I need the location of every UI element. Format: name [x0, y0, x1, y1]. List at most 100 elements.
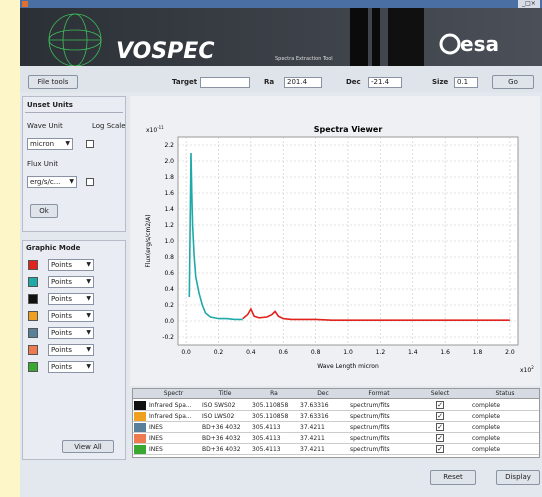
table-cell: complete — [472, 402, 501, 409]
size-input[interactable]: 0.1 — [454, 77, 478, 88]
column-header: Select — [430, 390, 450, 397]
ok-button[interactable]: Ok — [30, 204, 58, 218]
select-checkbox[interactable]: ✓ — [436, 423, 444, 431]
x-multiplier-base: x10 — [520, 367, 531, 374]
display-button[interactable]: Display — [496, 470, 540, 485]
x-multiplier-exp: 2 — [531, 365, 534, 370]
y-tick-label: 1.0 — [164, 238, 174, 245]
wave-select[interactable]: micron — [27, 138, 73, 150]
x-tick-label: 1.2 — [376, 349, 386, 356]
table-cell: ISO SWS02 — [202, 402, 236, 409]
table-cell: Infrared Spa... — [149, 413, 192, 420]
select-checkbox[interactable]: ✓ — [436, 412, 444, 420]
mode-select[interactable]: Points — [48, 310, 94, 322]
select-checkbox[interactable]: ✓ — [436, 445, 444, 453]
x-axis-label: Wave Length micron — [317, 363, 379, 370]
table-row — [133, 411, 539, 422]
mode-select[interactable]: Points — [48, 293, 94, 305]
table-cell: Infrared Spa... — [149, 402, 192, 409]
x-tick-label: 0.4 — [246, 349, 256, 356]
y-tick-label: 0.0 — [164, 318, 174, 325]
table-cell: spectrum/fits — [350, 402, 390, 409]
table-cell: complete — [472, 413, 501, 420]
banner-block — [388, 8, 424, 66]
row-color — [134, 401, 146, 410]
table-cell: complete — [472, 446, 501, 453]
go-button[interactable]: Go — [492, 75, 534, 89]
flux-label: Flux Unit — [27, 160, 59, 168]
row-color — [134, 434, 146, 443]
table-cell: 37.63316 — [300, 413, 329, 420]
y-tick-label: 1.4 — [164, 206, 174, 213]
y-axis-label: Flux(erg/s/cm2/A) — [145, 214, 152, 267]
mode-select[interactable]: Points — [48, 344, 94, 356]
row-color — [134, 445, 146, 454]
select-checkbox[interactable]: ✓ — [436, 434, 444, 442]
y-tick-label: 1.2 — [164, 222, 174, 229]
table-cell: INES — [149, 435, 163, 442]
color-swatch — [28, 345, 38, 355]
plot-title: Spectra Viewer — [314, 125, 383, 134]
agency: esa — [460, 32, 499, 56]
x-tick-label: 0.2 — [214, 349, 224, 356]
table-cell: INES — [149, 446, 163, 453]
size-label: Size — [432, 78, 449, 86]
log-checkbox[interactable] — [86, 140, 94, 148]
x-tick-label: 1.4 — [408, 349, 418, 356]
table-cell: spectrum/fits — [350, 446, 390, 453]
column-header: Ra — [270, 390, 278, 397]
table-cell: 37.4211 — [300, 446, 325, 453]
table-row — [133, 400, 539, 411]
esa-mark — [439, 33, 461, 55]
mode-select[interactable]: Points — [48, 259, 94, 271]
table-cell: spectrum/fits — [350, 424, 390, 431]
ra-input[interactable]: 201.4 — [284, 77, 322, 88]
column-header: Format — [368, 390, 390, 397]
file-button[interactable]: File tools — [28, 75, 78, 89]
dec-label: Dec — [346, 78, 361, 86]
table-cell: 305.110858 — [252, 402, 289, 409]
spectra-table — [132, 388, 540, 458]
x-tick-label: 1.0 — [343, 349, 353, 356]
x-tick-label: 0.8 — [311, 349, 321, 356]
row-color — [134, 423, 146, 432]
color-swatch — [28, 362, 38, 372]
flux-select[interactable]: erg/s/c... — [27, 176, 77, 188]
y-tick-label: 2.2 — [164, 142, 174, 149]
table-cell: spectrum/fits — [350, 435, 390, 442]
dec-input[interactable]: -21.4 — [368, 77, 402, 88]
view-all-button[interactable]: View All — [62, 440, 114, 453]
target-input[interactable] — [200, 77, 250, 88]
separator — [25, 112, 123, 113]
table-cell: spectrum/fits — [350, 413, 390, 420]
table-cell: INES — [149, 424, 163, 431]
reset-button[interactable]: Reset — [430, 470, 476, 485]
app-icon — [22, 1, 28, 7]
table-header — [133, 389, 539, 399]
column-header: Title — [218, 390, 232, 397]
y-multiplier-base: x10 — [146, 127, 157, 134]
color-swatch — [28, 277, 38, 287]
x-tick-label: 0.6 — [278, 349, 288, 356]
column-header: Spectr — [163, 390, 184, 397]
spectrum-line — [188, 152, 243, 321]
window-controls[interactable]: _□× — [518, 0, 540, 8]
x-tick-label: 0.0 — [181, 349, 191, 356]
x-tick-label: 1.8 — [473, 349, 483, 356]
spectrum-line — [242, 307, 510, 321]
mode-select[interactable]: Points — [48, 276, 94, 288]
table-cell: complete — [472, 435, 501, 442]
mode-select[interactable]: Points — [48, 361, 94, 373]
mode-select[interactable]: Points — [48, 327, 94, 339]
select-checkbox[interactable]: ✓ — [436, 401, 444, 409]
y-tick-label: 0.4 — [164, 286, 174, 293]
table-cell: 37.4211 — [300, 435, 325, 442]
row-color — [134, 412, 146, 421]
subtitle: Spectra Extraction Tool — [275, 56, 333, 62]
y-tick-label: 0.8 — [164, 254, 174, 261]
flux-log-checkbox[interactable] — [86, 178, 94, 186]
table-cell: 305.4113 — [252, 446, 281, 453]
wave-label: Wave Unit — [27, 122, 63, 130]
column-header: Dec — [317, 390, 329, 397]
table-cell: BD+36 4032 — [202, 424, 241, 431]
